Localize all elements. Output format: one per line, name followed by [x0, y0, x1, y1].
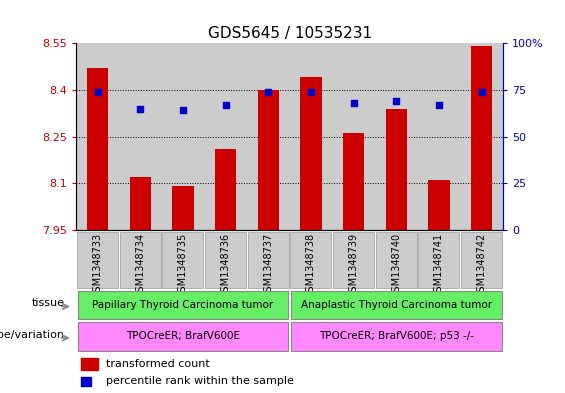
Bar — [81, 376, 91, 386]
Bar — [172, 186, 194, 230]
FancyBboxPatch shape — [77, 322, 288, 351]
FancyBboxPatch shape — [77, 232, 118, 288]
FancyBboxPatch shape — [291, 291, 502, 319]
Bar — [300, 77, 321, 230]
Bar — [215, 149, 236, 230]
FancyBboxPatch shape — [419, 232, 459, 288]
FancyBboxPatch shape — [163, 232, 203, 288]
Text: GSM1348739: GSM1348739 — [349, 232, 359, 298]
FancyBboxPatch shape — [461, 232, 502, 288]
Bar — [119, 43, 162, 230]
Text: tissue: tissue — [32, 298, 64, 309]
Bar — [81, 358, 98, 369]
Point — [136, 105, 145, 112]
Text: GSM1348735: GSM1348735 — [178, 232, 188, 298]
Bar — [375, 43, 418, 230]
FancyBboxPatch shape — [248, 232, 289, 288]
FancyBboxPatch shape — [290, 232, 331, 288]
Text: GSM1348738: GSM1348738 — [306, 232, 316, 298]
Text: TPOCreER; BrafV600E: TPOCreER; BrafV600E — [126, 331, 240, 342]
FancyBboxPatch shape — [77, 291, 288, 319]
Bar — [129, 177, 151, 230]
Text: GSM1348740: GSM1348740 — [391, 232, 401, 298]
Point — [306, 88, 315, 95]
Point — [221, 102, 230, 108]
Bar — [460, 43, 503, 230]
Text: genotype/variation: genotype/variation — [0, 330, 64, 340]
Text: GSM1348736: GSM1348736 — [220, 232, 231, 298]
Bar — [385, 108, 407, 230]
Point — [179, 107, 188, 114]
Text: GSM1348733: GSM1348733 — [93, 232, 103, 298]
Bar — [205, 43, 247, 230]
FancyBboxPatch shape — [333, 232, 374, 288]
Bar — [428, 180, 450, 230]
Bar — [247, 43, 290, 230]
Point — [264, 88, 273, 95]
Text: TPOCreER; BrafV600E; p53 -/-: TPOCreER; BrafV600E; p53 -/- — [319, 331, 473, 342]
Bar — [76, 43, 119, 230]
FancyBboxPatch shape — [291, 322, 502, 351]
Text: Papillary Thyroid Carcinoma tumor: Papillary Thyroid Carcinoma tumor — [92, 300, 273, 310]
Bar — [418, 43, 460, 230]
Bar — [258, 90, 279, 230]
FancyBboxPatch shape — [120, 232, 160, 288]
Point — [434, 102, 444, 108]
Bar — [471, 46, 492, 230]
Bar — [290, 43, 332, 230]
Text: GSM1348737: GSM1348737 — [263, 232, 273, 298]
Bar — [343, 134, 364, 230]
Text: Anaplastic Thyroid Carcinoma tumor: Anaplastic Thyroid Carcinoma tumor — [301, 300, 492, 310]
Text: GSM1348734: GSM1348734 — [135, 232, 145, 298]
Title: GDS5645 / 10535231: GDS5645 / 10535231 — [207, 26, 372, 40]
Point — [477, 88, 486, 95]
Text: percentile rank within the sample: percentile rank within the sample — [106, 376, 294, 386]
Text: GSM1348741: GSM1348741 — [434, 232, 444, 298]
Text: transformed count: transformed count — [106, 358, 210, 369]
Bar — [87, 68, 108, 230]
Text: GSM1348742: GSM1348742 — [476, 232, 486, 298]
Bar — [332, 43, 375, 230]
Point — [349, 100, 358, 106]
FancyBboxPatch shape — [205, 232, 246, 288]
Point — [93, 88, 102, 95]
Point — [392, 98, 401, 104]
FancyBboxPatch shape — [376, 232, 416, 288]
Bar — [162, 43, 205, 230]
